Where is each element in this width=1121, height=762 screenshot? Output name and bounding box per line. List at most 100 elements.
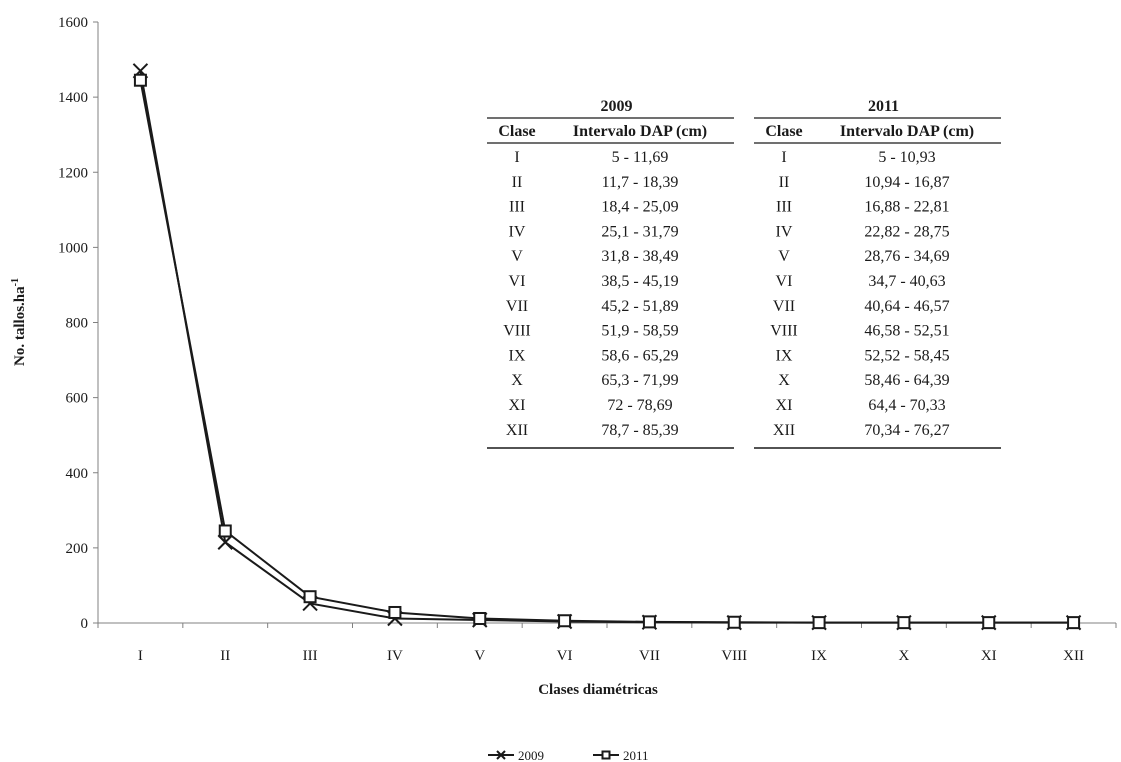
- table-cell-clase: IV: [776, 223, 793, 240]
- x-tick-label: IX: [811, 648, 827, 664]
- table-cell-intervalo: 18,4 - 25,09: [601, 199, 678, 216]
- table-cell-clase: III: [509, 199, 525, 216]
- legend-marker: [496, 750, 506, 760]
- series-line-2011: [139, 80, 1074, 624]
- x-tick-label: I: [138, 648, 143, 664]
- x-tick-label: VI: [557, 648, 573, 664]
- table-cell-clase: VI: [776, 273, 793, 290]
- table-cell-clase: II: [779, 174, 790, 191]
- table-cell-clase: VIII: [770, 323, 798, 340]
- y-tick-label: 400: [66, 466, 89, 482]
- y-tick-label: 200: [66, 541, 89, 557]
- data-point-2011: [218, 524, 232, 538]
- x-tick-label: XI: [981, 648, 997, 664]
- data-point-2011: [388, 605, 402, 619]
- x-tick-label: V: [474, 648, 485, 664]
- legend-label: 2009: [518, 748, 544, 762]
- table-cell-intervalo: 51,9 - 58,59: [601, 323, 678, 340]
- table-cell-intervalo: 11,7 - 18,39: [602, 174, 679, 191]
- table-cell-clase: VI: [509, 273, 526, 290]
- table-cell-clase: XII: [773, 422, 795, 439]
- legend-label: 2011: [623, 748, 649, 762]
- data-table: 2009 Clase Intervalo DAP (cm) I 5 - 11,69 II 1…: [487, 98, 1001, 449]
- table-cell-intervalo: 38,5 - 45,19: [601, 273, 678, 290]
- table-cell-clase: VIII: [503, 323, 531, 340]
- x-tick-label: VII: [639, 648, 660, 664]
- table-cell-intervalo: 5 - 11,69: [612, 149, 669, 166]
- y-tick-label: 1200: [58, 165, 88, 181]
- data-point-2011: [642, 615, 656, 629]
- table-cell-clase: I: [514, 149, 519, 166]
- table-col-header: Intervalo DAP (cm): [573, 123, 707, 140]
- y-axis-title: No. tallos.ha-1: [10, 278, 28, 366]
- y-tick-label: 1400: [58, 90, 88, 106]
- table-cell-intervalo: 22,82 - 28,75: [864, 223, 949, 240]
- x-tick-label: X: [898, 648, 909, 664]
- table-cell-intervalo: 5 - 10,93: [878, 149, 935, 166]
- table-cell-clase: XI: [776, 397, 793, 414]
- table-cell-intervalo: 58,46 - 64,39: [864, 372, 949, 389]
- y-tick-label: 1000: [58, 240, 88, 256]
- table-cell-intervalo: 40,64 - 46,57: [864, 298, 949, 315]
- table-cell-clase: X: [511, 372, 523, 389]
- table-cell-intervalo: 58,6 - 65,29: [601, 347, 678, 364]
- series-2011: [133, 73, 1081, 630]
- table-cell-clase: V: [511, 248, 523, 265]
- x-axis-title: Clases diamétricas: [538, 682, 658, 698]
- table-cell-clase: XI: [509, 397, 526, 414]
- table-cell-clase: X: [778, 372, 790, 389]
- table-cell-clase: IV: [509, 223, 526, 240]
- table-year-heading: 2011: [868, 98, 899, 115]
- x-tick-label: VIII: [721, 648, 747, 664]
- y-axis-title-superscript: -1: [10, 278, 21, 286]
- data-point-2011: [133, 73, 147, 87]
- table-cell-intervalo: 72 - 78,69: [607, 397, 672, 414]
- x-tick-label: II: [220, 648, 230, 664]
- table-col-header: Clase: [498, 123, 535, 140]
- table-cell-clase: V: [778, 248, 790, 265]
- table-col-header: Intervalo DAP (cm): [840, 123, 974, 140]
- table-cell-intervalo: 46,58 - 52,51: [864, 323, 949, 340]
- table-cell-intervalo: 45,2 - 51,89: [601, 298, 678, 315]
- x-tick-label: XII: [1063, 648, 1084, 664]
- table-cell-intervalo: 64,4 - 70,33: [868, 397, 945, 414]
- table-cell-intervalo: 31,8 - 38,49: [601, 248, 678, 265]
- table-cell-intervalo: 25,1 - 31,79: [601, 223, 678, 240]
- x-tick-label: III: [303, 648, 318, 664]
- table-cell-clase: XII: [506, 422, 528, 439]
- table-year-heading: 2009: [601, 98, 633, 115]
- table-cell-intervalo: 65,3 - 71,99: [601, 372, 678, 389]
- table-cell-intervalo: 78,7 - 85,39: [601, 422, 678, 439]
- data-point-2011: [473, 611, 487, 625]
- table-cell-intervalo: 16,88 - 22,81: [864, 199, 949, 216]
- data-point-2011: [897, 616, 911, 630]
- table-cell-clase: VII: [773, 298, 795, 315]
- table-cell-intervalo: 70,34 - 76,27: [864, 422, 949, 439]
- table-cell-clase: VII: [506, 298, 528, 315]
- legend: 2009 2011: [488, 748, 649, 762]
- data-point-2011: [303, 590, 317, 604]
- data-point-2011: [982, 616, 996, 630]
- y-tick-label: 1600: [58, 15, 88, 31]
- table-col-header: Clase: [765, 123, 802, 140]
- legend-item-2009: 2009: [488, 748, 544, 762]
- data-point-2011: [727, 615, 741, 629]
- table-cell-clase: I: [781, 149, 786, 166]
- table-cell-intervalo: 10,94 - 16,87: [864, 174, 949, 191]
- data-point-2011: [812, 616, 826, 630]
- table-cell-intervalo: 52,52 - 58,45: [864, 347, 949, 364]
- table-group-2009: 2009 Clase Intervalo DAP (cm) I 5 - 11,69 II 1…: [487, 98, 734, 449]
- legend-item-2011: 2011: [593, 748, 649, 762]
- data-point-2011: [1067, 616, 1081, 630]
- y-tick-label: 600: [66, 391, 89, 407]
- x-tick-label: IV: [387, 648, 403, 664]
- data-point-2009: [217, 534, 233, 550]
- table-cell-intervalo: 28,76 - 34,69: [864, 248, 949, 265]
- table-group-2011: 2011 Clase Intervalo DAP (cm) I 5 - 10,93 II 1…: [754, 98, 1001, 449]
- table-cell-clase: IX: [776, 347, 793, 364]
- table-cell-intervalo: 34,7 - 40,63: [868, 273, 945, 290]
- data-point-2011: [558, 614, 572, 628]
- series-layer: [132, 63, 1082, 631]
